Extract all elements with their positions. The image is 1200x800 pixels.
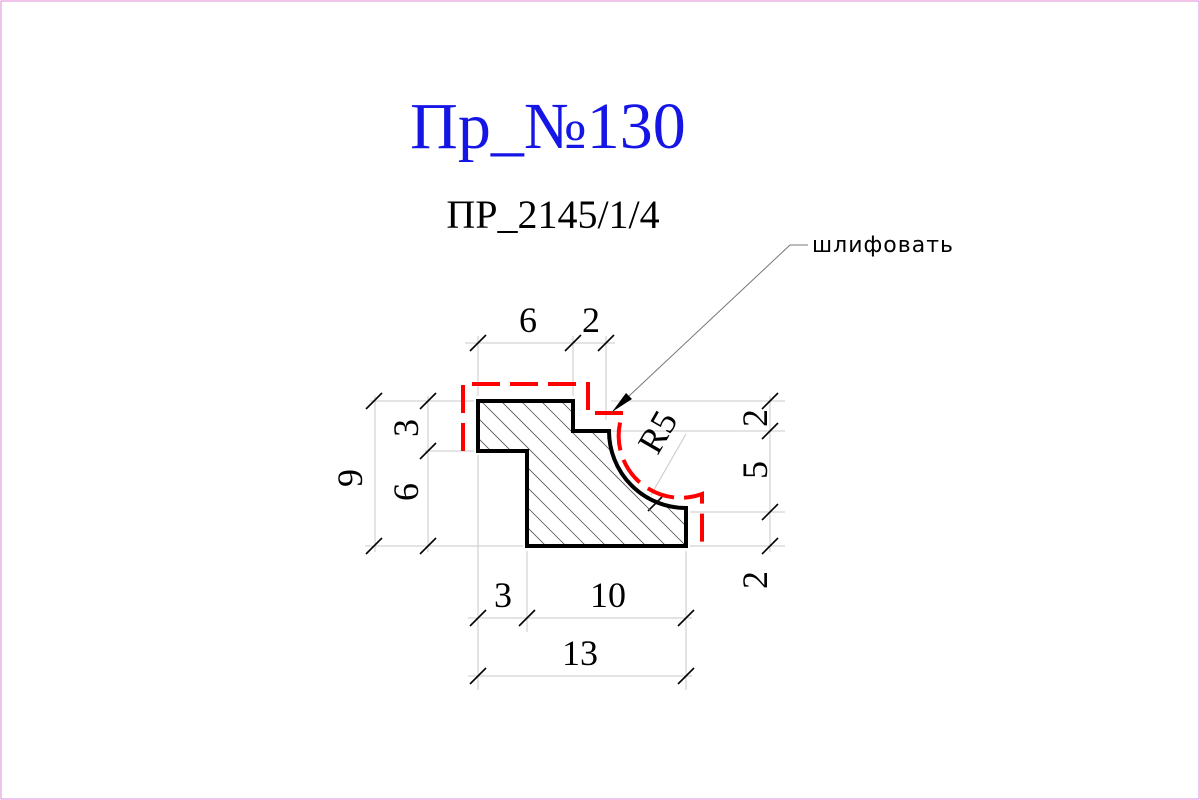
dim-top-left-width: 6 xyxy=(519,300,537,340)
profile-title: Пр_№130 xyxy=(410,90,686,163)
profile-code: ПР_2145/1/4 xyxy=(446,192,659,237)
dim-total-height: 9 xyxy=(330,469,370,487)
dim-total-width: 13 xyxy=(562,633,598,673)
dim-radius: R5 xyxy=(630,404,686,460)
dim-right-top: 2 xyxy=(735,409,775,427)
profile-outline xyxy=(476,399,688,548)
sanding-note: шлифовать xyxy=(812,233,954,258)
dim-bottom-right: 10 xyxy=(590,575,626,615)
dimension-ticks xyxy=(365,334,779,685)
dim-bottom-left: 3 xyxy=(494,575,512,615)
sanding-line xyxy=(461,382,704,546)
dimension-extension-lines xyxy=(365,336,785,690)
dim-left-upper-height: 3 xyxy=(386,419,426,437)
dim-top-right-step: 2 xyxy=(582,300,600,340)
dim-right-middle: 5 xyxy=(735,461,775,479)
dim-right-bottom: 2 xyxy=(735,571,775,589)
leader-line xyxy=(611,244,808,413)
dim-left-lower-height: 6 xyxy=(386,483,426,501)
